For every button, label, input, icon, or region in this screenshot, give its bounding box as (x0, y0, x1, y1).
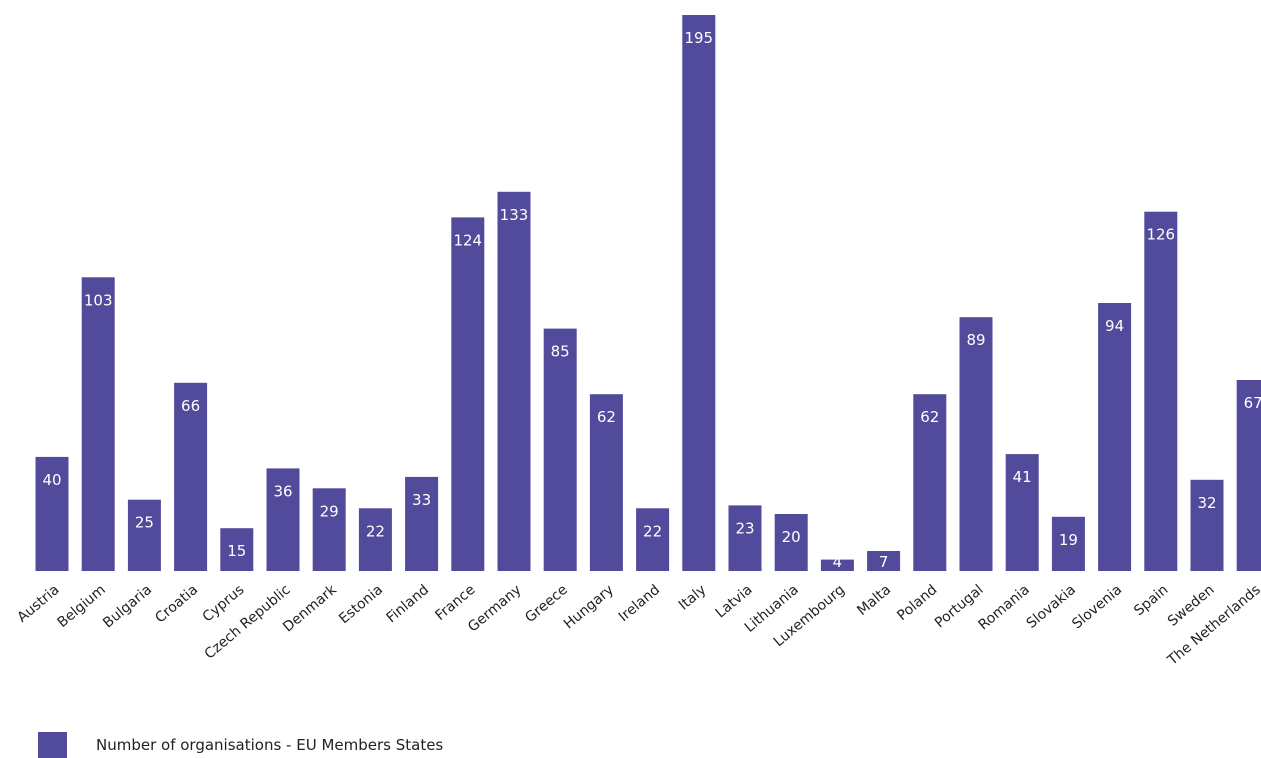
bar-estonia (358, 508, 392, 571)
bar-value-label: 36 (273, 482, 292, 500)
legend-label: Number of organisations - EU Members Sta… (96, 736, 444, 754)
bar-france (451, 217, 485, 571)
bar-ireland (636, 508, 670, 571)
bar-value-label: 126 (1146, 226, 1175, 244)
bar-value-label: 62 (920, 408, 939, 426)
bar-italy (682, 15, 716, 571)
bar-value-label: 20 (782, 528, 801, 546)
x-tick-label: Czech Republic (202, 582, 294, 663)
bar-portugal (959, 317, 993, 571)
bar-germany (497, 191, 531, 572)
bar-value-label: 66 (181, 397, 200, 415)
bar-slovakia (1051, 516, 1085, 571)
bar-hungary (589, 394, 623, 571)
x-tick-label: Finland (384, 582, 433, 626)
bar-the-netherlands (1236, 380, 1261, 571)
x-tick-label: Hungary (561, 582, 617, 633)
bar-value-label: 67 (1244, 394, 1261, 412)
bar-value-label: 103 (84, 291, 113, 309)
bar-czech-republic (266, 468, 300, 571)
bar-cyprus (220, 528, 254, 571)
bar-value-label: 15 (227, 542, 246, 560)
bar-value-label: 124 (453, 231, 482, 249)
bar-slovenia (1098, 303, 1132, 571)
bar-sweden (1190, 479, 1224, 571)
bar-value-label: 22 (366, 522, 385, 540)
bar-value-label: 41 (1013, 468, 1032, 486)
bar-value-label: 94 (1105, 317, 1124, 335)
bar-lithuania (774, 514, 808, 571)
bar-poland (913, 394, 947, 571)
bar-value-label: 29 (320, 502, 339, 520)
bar-denmark (312, 488, 346, 571)
bar-finland (405, 476, 439, 571)
x-tick-label: Slovakia (1024, 582, 1079, 632)
bar-value-label: 89 (966, 331, 985, 349)
bar-malta (867, 551, 901, 571)
x-tick-label: Spain (1131, 582, 1171, 619)
bar-austria (35, 456, 69, 571)
x-tick-label: Croatia (152, 582, 201, 627)
bar-chart: 40Austria103Belgium25Bulgaria66Croatia15… (14, 15, 1261, 669)
bar-croatia (174, 382, 208, 571)
bar-romania (1005, 454, 1039, 571)
bar-bulgaria (127, 499, 161, 571)
bar-value-label: 62 (597, 408, 616, 426)
x-tick-label: Ireland (616, 582, 663, 625)
x-tick-label: Italy (676, 582, 710, 614)
bar-value-label: 33 (412, 491, 431, 509)
legend: Number of organisations - EU Members Sta… (38, 732, 443, 758)
bar-value-label: 25 (135, 514, 154, 532)
bar-value-label: 22 (643, 522, 662, 540)
x-tick-label: Romania (976, 582, 1033, 634)
bar-belgium (81, 277, 115, 571)
bar-spain (1144, 211, 1178, 571)
x-tick-label: Belgium (55, 582, 109, 631)
bar-value-label: 23 (735, 519, 754, 537)
bar-value-label: 7 (879, 553, 889, 571)
x-tick-label: Latvia (713, 582, 756, 622)
bar-value-label: 85 (551, 343, 570, 361)
bar-value-label: 32 (1197, 494, 1216, 512)
x-tick-label: Malta (854, 582, 894, 619)
bar-value-label: 195 (684, 29, 713, 47)
x-tick-label: Estonia (336, 582, 386, 627)
x-tick-label: Bulgaria (100, 582, 155, 632)
bar-latvia (728, 505, 762, 571)
bar-greece (543, 328, 577, 571)
bar-luxembourg (820, 559, 854, 571)
bar-value-label: 19 (1059, 531, 1078, 549)
bar-value-label: 40 (42, 471, 61, 489)
legend-swatch (38, 732, 67, 758)
x-tick-label: Slovenia (1069, 582, 1125, 633)
bar-value-label: 4 (833, 553, 843, 571)
bar-value-label: 133 (500, 206, 529, 224)
